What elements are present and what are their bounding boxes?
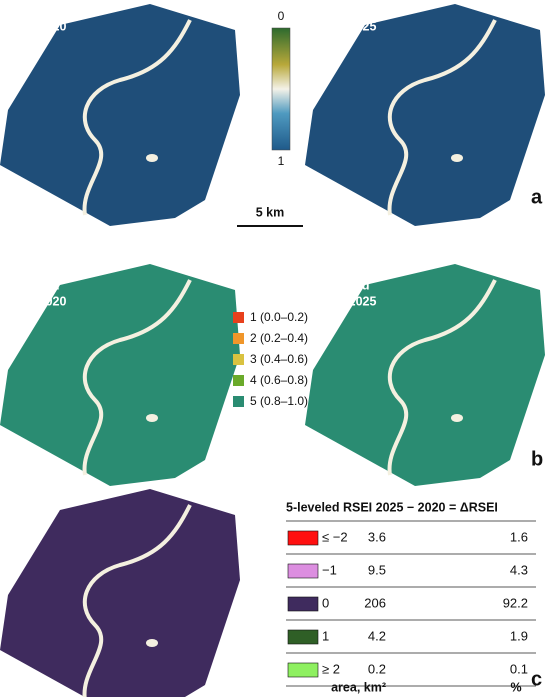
- map: [0, 487, 242, 697]
- map-title: RSEI 2020: [6, 19, 67, 33]
- row-percent: 92.2: [503, 595, 528, 610]
- row-area: 9.5: [368, 562, 386, 577]
- row-area: 0.2: [368, 661, 386, 676]
- legend-label: 4 (0.6–0.8): [250, 373, 308, 387]
- panel-a: RSEI 2020 RSEI 2025 0 1 5 km a: [0, 2, 547, 228]
- row-percent: 0.1: [510, 661, 528, 676]
- row-swatch: [287, 662, 319, 678]
- legend-swatch: [233, 396, 244, 407]
- legend-label: 2 (0.2–0.4): [250, 331, 308, 345]
- row-swatch: [287, 596, 319, 612]
- map-title: RSEI 2025: [316, 294, 377, 308]
- legend-swatch: [233, 312, 244, 323]
- panel-b: 5-leveled RSEI 2020 5-leveled RSEI 2025 …: [0, 262, 547, 488]
- legend: 1 (0.0–0.2) 2 (0.2–0.4) 3 (0.4–0.6) 4 (0.6–…: [233, 310, 308, 408]
- row-percent: 4.3: [510, 562, 528, 577]
- colorbar-label: 0: [278, 9, 285, 23]
- row-label: 1: [322, 628, 329, 643]
- row-swatch: [287, 629, 319, 645]
- map: [0, 2, 242, 228]
- colorbar-label: 1: [278, 154, 285, 168]
- legend-label: 5 (0.8–1.0): [250, 394, 308, 408]
- panel-letter: c: [531, 668, 542, 690]
- colorbar: [271, 27, 291, 151]
- map-title: 5-leveled: [316, 278, 370, 292]
- row-percent: 1.6: [510, 529, 528, 544]
- map-title: RSEI 2020: [6, 294, 67, 308]
- legend-swatch: [233, 333, 244, 344]
- row-swatch: [287, 563, 319, 579]
- map-title: 5-leveled: [6, 278, 60, 292]
- row-label: ≤ −2: [322, 529, 348, 544]
- legend-swatch: [233, 375, 244, 386]
- row-area: 206: [364, 595, 386, 610]
- panel-letter: b: [531, 448, 543, 470]
- row-area: 4.2: [368, 628, 386, 643]
- row-percent: 1.9: [510, 628, 528, 643]
- row-label: 0: [322, 595, 329, 610]
- table-title: 5-leveled RSEI 2025 − 2020 = ΔRSEI: [286, 500, 498, 514]
- row-swatch: [287, 530, 319, 546]
- row-area: 3.6: [368, 529, 386, 544]
- panel-c: 5-leveled RSEI 2025 − 2020 = ΔRSEI ≤ −2 3…: [0, 487, 542, 697]
- legend-swatch: [233, 354, 244, 365]
- map: [303, 2, 547, 228]
- row-label: −1: [322, 562, 337, 577]
- table-footer: area, km²: [331, 680, 386, 694]
- panel-letter: a: [531, 186, 543, 208]
- legend-label: 3 (0.4–0.6): [250, 352, 308, 366]
- table-footer: %: [510, 680, 521, 694]
- row-label: ≥ 2: [322, 661, 340, 676]
- table: ≤ −2 3.6 1.6 −1 9.5 4.3 0 206 92.2 1 4.2 1.9 ≥ 2 0.2 0…: [286, 520, 536, 694]
- legend-label: 1 (0.0–0.2): [250, 310, 308, 324]
- scale-label: 5 km: [256, 205, 285, 219]
- map-title: RSEI 2025: [316, 19, 377, 33]
